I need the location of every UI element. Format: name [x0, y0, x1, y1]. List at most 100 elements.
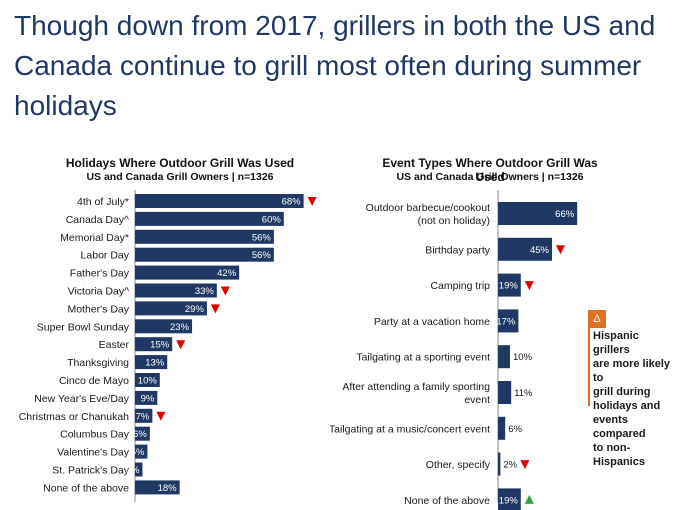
left-category-label: Thanksgiving: [67, 357, 129, 369]
right-category-label: Party at a vacation home: [374, 316, 490, 328]
right-category-label-line: (not on holiday): [418, 215, 490, 227]
right-value-label: 19%: [499, 495, 519, 506]
left-bar: [135, 355, 168, 370]
right-bar: [498, 452, 501, 476]
left-value-label: 56%: [252, 232, 272, 243]
left-value-label: 29%: [185, 304, 205, 315]
left-value-label: 9%: [141, 393, 155, 404]
note-line-2: are more likely to: [593, 358, 671, 384]
right-value-label: 2%: [503, 460, 517, 471]
note-accent-line: [588, 328, 590, 406]
left-category-label: Father's Day: [70, 268, 130, 280]
left-bar: [135, 337, 173, 352]
left-bar: [135, 194, 304, 208]
right-value-label: 66%: [555, 209, 575, 220]
delta-icon: Δ: [588, 310, 606, 328]
right-category-label: Birthday party: [425, 244, 491, 256]
right-change-marker: [520, 460, 530, 470]
right-value-label: 6%: [508, 424, 522, 435]
left-value-label: 13%: [145, 358, 165, 369]
right-change-marker: [524, 494, 534, 504]
left-category-label: Valentine's Day: [57, 447, 130, 459]
right-category-label-line: Birthday party: [425, 244, 491, 256]
left-bar: [135, 319, 193, 334]
right-category-label-line: event: [464, 394, 490, 406]
left-value-label: 42%: [217, 268, 237, 279]
left-category-label: Memorial Day*: [60, 232, 129, 244]
right-chart-subtitle: US and Canada Grill Owners | n=1326: [396, 171, 584, 183]
right-category-label-line: After attending a family sporting: [342, 381, 490, 393]
right-category-label: After attending a family sporting event: [342, 381, 490, 406]
note-line-6: to non-Hispanics: [593, 442, 645, 468]
left-category-label: Columbus Day: [60, 429, 130, 441]
left-value-label: 5%: [131, 447, 145, 458]
left-value-label: 7%: [136, 411, 150, 422]
right-bar: [498, 237, 552, 261]
left-chart-title: Holidays Where Outdoor Grill Was Used: [65, 156, 295, 170]
left-value-label: 15%: [150, 340, 170, 351]
left-bar: [135, 265, 240, 280]
right-category-label: Tailgating at a music/concert event: [330, 423, 490, 435]
left-category-label: Mother's Day: [67, 303, 129, 315]
note-line-4: holidays and: [593, 400, 661, 412]
right-value-label: 19%: [499, 281, 519, 292]
left-change-marker: [210, 304, 220, 314]
left-chart-subtitle: US and Canada Grill Owners | n=1326: [86, 171, 274, 183]
left-category-label: None of the above: [43, 482, 129, 494]
left-category-label: Super Bowl Sunday: [37, 321, 130, 333]
right-bar: [498, 345, 510, 369]
left-value-label: 6%: [133, 429, 147, 440]
right-value-label: 11%: [514, 388, 533, 399]
holidays-bar-chart: 4th of July* 68% Canada Day^ 60% Memorial Da…: [19, 190, 317, 502]
left-category-label: 4th of July*: [77, 196, 129, 208]
left-category-label: Christmas or Chanukah: [19, 411, 129, 423]
right-chart-title: Event Types Where Outdoor Grill Was Used: [382, 156, 598, 184]
left-bar: [135, 426, 150, 441]
left-value-label: 33%: [195, 286, 215, 297]
left-category-label: New Year's Eve/Day: [34, 393, 130, 405]
left-value-label: 68%: [282, 197, 302, 208]
left-value-label: 3%: [126, 465, 140, 476]
right-change-marker: [524, 281, 534, 291]
left-category-label: St. Patrick's Day: [52, 465, 129, 477]
left-change-marker: [307, 197, 317, 206]
right-value-label: 10%: [513, 352, 533, 363]
left-bar: [135, 480, 180, 495]
left-bar: [135, 462, 143, 477]
right-value-label: 45%: [530, 245, 550, 256]
right-category-label-line: Camping trip: [430, 280, 490, 292]
right-category-label-line: Party at a vacation home: [374, 316, 490, 328]
right-category-label-line: None of the above: [404, 495, 490, 507]
left-category-label: Cinco de Mayo: [59, 375, 129, 387]
note-line-3: grill during: [593, 386, 651, 398]
left-bar: [135, 373, 160, 387]
right-bar: [498, 488, 521, 510]
right-category-label-line: Tailgating at a music/concert event: [330, 423, 490, 435]
page-headline: Though down from 2017, grillers in both …: [14, 10, 656, 121]
left-bar: [135, 390, 158, 405]
left-bar: [135, 301, 207, 316]
left-value-label: 56%: [252, 250, 272, 261]
note-line-1: Hispanic grillers: [593, 330, 639, 356]
left-category-label: Easter: [99, 339, 130, 351]
event-types-bar-chart: Outdoor barbecue/cookout (not on holiday)…: [330, 190, 578, 510]
right-category-label: None of the above: [404, 495, 490, 507]
right-category-label-line: Other, specify: [426, 459, 491, 471]
right-category-label: Other, specify: [426, 459, 491, 471]
right-category-label-line: Tailgating at a sporting event: [356, 352, 490, 364]
left-bar: [135, 211, 284, 226]
right-bar: [498, 273, 521, 297]
left-bar: [135, 408, 153, 423]
left-value-label: 18%: [158, 483, 178, 494]
right-category-label: Camping trip: [430, 280, 490, 292]
left-value-label: 60%: [262, 214, 282, 225]
right-bar: [498, 202, 578, 225]
left-value-label: 10%: [138, 376, 158, 387]
left-bar: [135, 444, 148, 459]
right-change-marker: [556, 245, 565, 255]
left-change-marker: [220, 286, 230, 296]
right-bar: [498, 416, 506, 440]
right-bar: [498, 309, 519, 333]
left-category-label: Labor Day: [81, 250, 130, 262]
right-bar: [498, 381, 512, 404]
